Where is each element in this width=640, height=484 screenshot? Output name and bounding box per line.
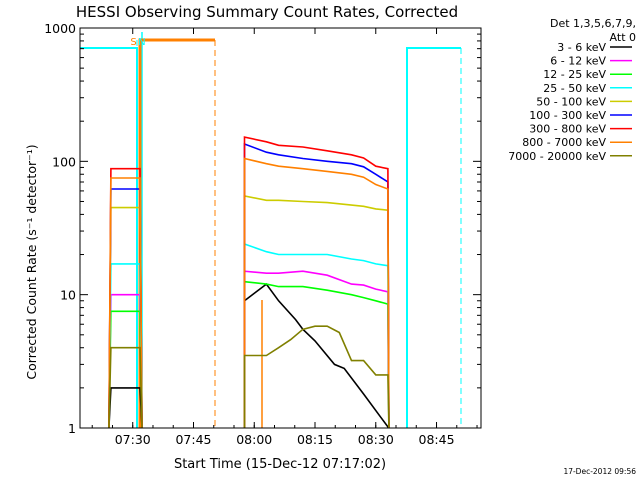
series-spike-8 xyxy=(108,346,143,429)
legend-label-8: 7000 - 20000 keV xyxy=(508,150,606,163)
legend-label-4: 50 - 100 keV xyxy=(536,95,606,108)
x-tick-label-5: 08:45 xyxy=(419,432,455,447)
y-tick-label-1: 10 xyxy=(60,288,76,303)
y-tick-label-3: 1000 xyxy=(44,21,76,36)
legend-label-0: 3 - 6 keV xyxy=(557,41,606,54)
series-line-0 xyxy=(243,282,390,429)
series-line-2 xyxy=(243,280,390,429)
legend-label-1: 6 - 12 keV xyxy=(550,55,606,68)
series-line-4 xyxy=(243,195,390,429)
series-line-6 xyxy=(243,136,390,429)
timestamp: 17-Dec-2012 09:56 xyxy=(563,467,636,476)
x-axis-label: Start Time (15-Dec-12 07:17:02) xyxy=(174,457,386,472)
y-axis-label: Corrected Count Rate (s⁻¹ detector⁻¹) xyxy=(24,144,39,379)
legend-label-7: 800 - 7000 keV xyxy=(522,136,606,149)
legend-label-3: 25 - 50 keV xyxy=(543,82,606,95)
flag-marker-n: N xyxy=(138,37,145,48)
series-line-8 xyxy=(243,325,390,429)
legend-label-5: 100 - 300 keV xyxy=(529,109,606,122)
series-line-3 xyxy=(243,242,390,429)
chart-title: HESSI Observing Summary Count Rates, Cor… xyxy=(76,3,458,21)
plot-area: S N 07:30 07:45 08:00 08:15 08:30 08:45 1 10 100 10… xyxy=(44,21,482,447)
series-line-7 xyxy=(243,157,390,429)
plot-frame xyxy=(79,27,482,429)
legend-header-line-1: Det 1,3,5,6,7,9, xyxy=(550,17,636,30)
flag-marker-s: S xyxy=(130,37,136,48)
x-tick-label-4: 08:30 xyxy=(358,432,394,447)
legend-label-6: 300 - 800 keV xyxy=(529,123,606,136)
series-line-1 xyxy=(243,270,390,429)
series-line-5 xyxy=(243,142,390,429)
y-tick-label-0: 1 xyxy=(68,421,76,436)
legend-header-line-2: Att 0 xyxy=(610,31,636,44)
x-tick-label-1: 07:45 xyxy=(175,432,211,447)
x-tick-label-3: 08:15 xyxy=(297,432,333,447)
y-tick-label-2: 100 xyxy=(52,154,76,169)
x-tick-label-0: 07:30 xyxy=(115,432,151,447)
legend-label-2: 12 - 25 keV xyxy=(543,68,606,81)
night-flag-line-2 xyxy=(406,47,461,428)
series-spike-7 xyxy=(108,177,143,429)
x-tick-label-2: 08:00 xyxy=(236,432,272,447)
